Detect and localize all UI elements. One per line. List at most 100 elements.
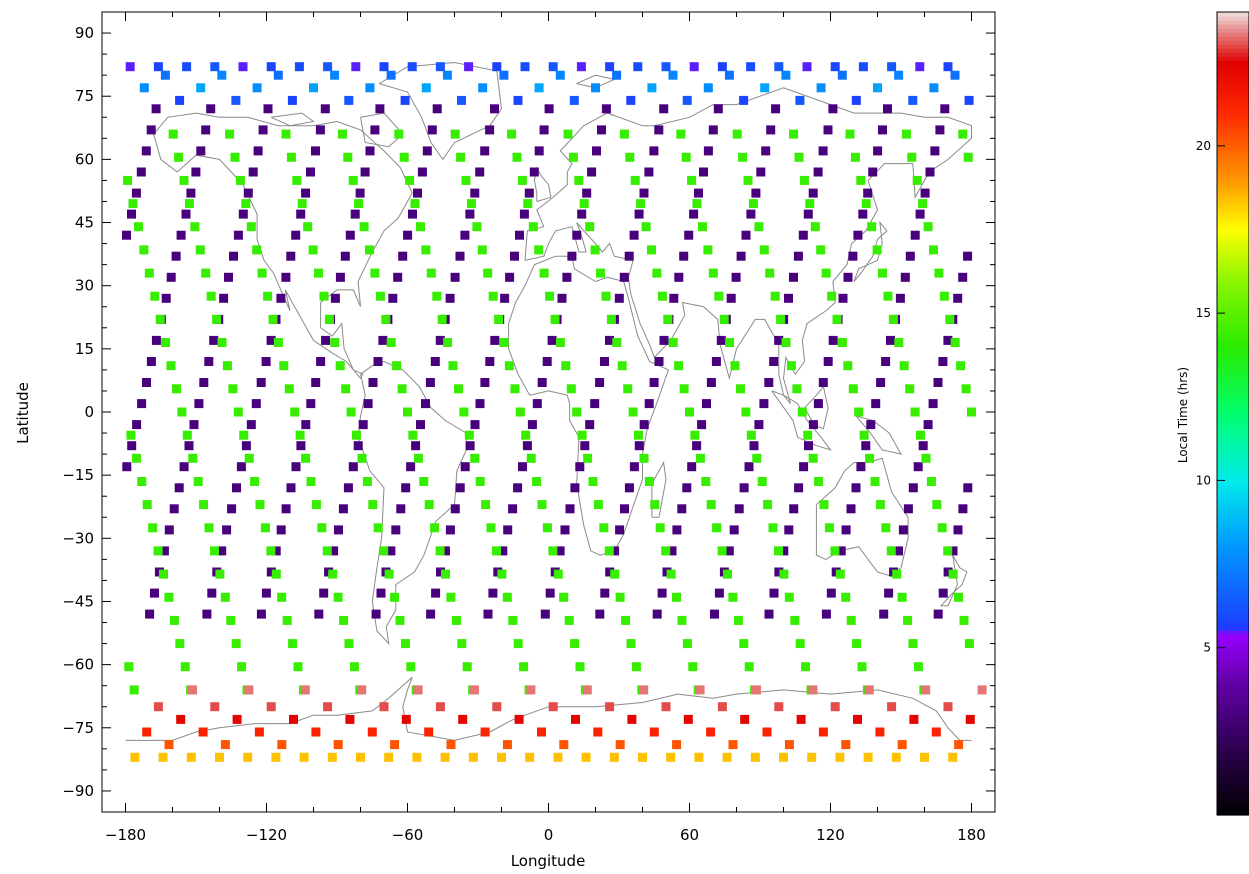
- track-point: [595, 609, 605, 619]
- track-point: [958, 129, 968, 139]
- track-point: [808, 685, 818, 695]
- colorbar-segment: [1217, 702, 1249, 708]
- track-point: [301, 188, 311, 198]
- track-point: [744, 462, 754, 472]
- track-point: [687, 462, 697, 472]
- track-point: [186, 752, 196, 762]
- track-point: [582, 188, 592, 198]
- track-point: [961, 384, 971, 394]
- track-point: [713, 104, 723, 114]
- track-point: [950, 70, 960, 80]
- track-point: [887, 62, 897, 72]
- track-point: [470, 188, 480, 198]
- colorbar-segment: [1217, 674, 1249, 680]
- colorbar-segment: [1217, 309, 1249, 314]
- track-point: [654, 125, 664, 135]
- track-point: [164, 525, 174, 535]
- track-point: [175, 639, 185, 649]
- colorbar-segment: [1217, 774, 1249, 780]
- coastline-africa: [508, 255, 670, 556]
- track-point: [459, 407, 469, 417]
- track-point: [172, 384, 181, 394]
- track-point: [823, 357, 833, 366]
- colorbar-segment: [1217, 285, 1249, 290]
- track-point: [161, 293, 171, 303]
- track-point: [357, 685, 367, 695]
- track-point: [384, 752, 394, 762]
- track-point: [508, 504, 518, 514]
- colorbar-tick-label: 5: [1203, 641, 1211, 655]
- colorbar-segment: [1217, 750, 1249, 756]
- track-point: [854, 407, 864, 417]
- track-point: [343, 152, 353, 162]
- colorbar-segment: [1217, 662, 1249, 668]
- track-point: [587, 167, 597, 177]
- track-point: [559, 740, 569, 750]
- track-point: [169, 504, 179, 514]
- track-point: [246, 222, 256, 232]
- track-point: [732, 129, 742, 139]
- track-point: [478, 83, 488, 93]
- track-point: [763, 500, 773, 510]
- track-point: [685, 407, 694, 417]
- track-point: [577, 430, 587, 440]
- colorbar-segment: [1217, 586, 1249, 591]
- track-point: [668, 338, 678, 347]
- track-point: [813, 399, 823, 409]
- y-tick-labels: 90 75 60 45 30 15 0 −15 −30 −45 −60 −75 −90: [62, 24, 94, 800]
- track-point: [395, 615, 405, 625]
- track-point: [819, 500, 829, 510]
- track-point: [757, 477, 767, 486]
- track-point: [652, 609, 662, 619]
- track-point: [524, 188, 534, 198]
- track-point: [964, 639, 974, 649]
- track-point: [261, 588, 271, 598]
- track-point: [953, 525, 963, 535]
- track-point: [579, 199, 589, 209]
- track-point: [348, 175, 358, 185]
- track-point: [365, 245, 374, 255]
- colorbar-segment: [1217, 369, 1249, 374]
- track-point: [159, 569, 168, 579]
- track-point: [137, 477, 147, 486]
- track-point: [597, 125, 606, 135]
- colorbar-segment: [1217, 365, 1249, 370]
- track-point: [337, 129, 347, 139]
- track-point: [188, 685, 197, 695]
- track-point: [945, 314, 955, 324]
- track-point: [261, 357, 271, 366]
- track-point: [866, 420, 876, 430]
- track-point: [403, 407, 412, 417]
- track-point: [929, 83, 939, 93]
- track-point: [661, 546, 671, 556]
- colorbar-segment: [1217, 357, 1249, 362]
- track-point: [897, 592, 907, 602]
- colorbar-segment: [1217, 457, 1249, 463]
- track-point: [774, 546, 783, 556]
- colorbar-frame: [1216, 11, 1249, 816]
- track-point: [672, 592, 681, 602]
- colorbar-segment: [1217, 108, 1249, 113]
- track-point: [590, 245, 600, 255]
- track-point: [306, 477, 316, 486]
- colorbar-segment: [1217, 140, 1249, 146]
- track-point: [468, 752, 478, 762]
- track-point: [892, 569, 902, 579]
- colorbar-segment: [1217, 345, 1249, 350]
- track-point: [726, 293, 736, 303]
- track-point: [591, 83, 600, 93]
- colorbar-segment: [1217, 670, 1249, 676]
- track-point: [699, 167, 708, 177]
- colorbar-segment: [1217, 180, 1249, 186]
- track-point: [231, 95, 241, 105]
- track-point: [657, 291, 667, 301]
- track-point: [253, 146, 263, 156]
- track-point: [684, 230, 694, 240]
- colorbar-segment: [1217, 598, 1249, 603]
- track-point: [396, 504, 406, 514]
- track-point: [754, 420, 764, 430]
- track-point: [593, 727, 603, 737]
- track-point: [246, 420, 256, 430]
- track-point: [562, 272, 572, 282]
